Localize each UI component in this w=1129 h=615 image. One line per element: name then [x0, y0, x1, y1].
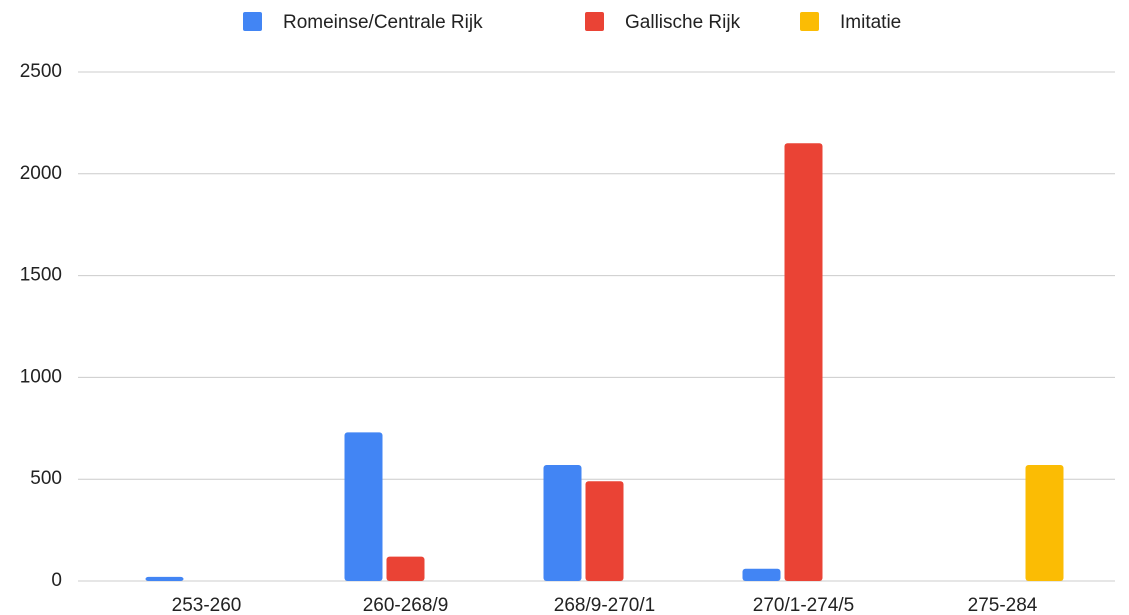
- legend-label: Romeinse/Centrale Rijk: [283, 12, 483, 33]
- y-tick-label: 500: [30, 468, 62, 489]
- bar: [585, 481, 624, 581]
- y-tick-label: 2000: [20, 163, 62, 184]
- x-tick-label: 260-268/9: [363, 595, 449, 615]
- x-tick-label: 270/1-274/5: [753, 595, 854, 615]
- y-tick-label: 1000: [20, 366, 62, 387]
- bar: [742, 568, 781, 581]
- bar: [344, 432, 383, 581]
- y-tick-label: 2500: [20, 61, 62, 82]
- legend-swatch: [243, 12, 262, 31]
- bar: [386, 556, 425, 581]
- legend-label: Gallische Rijk: [625, 12, 741, 33]
- legend-label: Imitatie: [840, 12, 901, 33]
- bar: [145, 576, 184, 581]
- legend-swatch: [585, 12, 604, 31]
- bar: [1025, 464, 1064, 581]
- bar: [543, 464, 582, 581]
- legend-swatch: [800, 12, 819, 31]
- x-tick-label: 275-284: [968, 595, 1038, 615]
- y-tick-label: 1500: [20, 265, 62, 286]
- x-tick-label: 253-260: [172, 595, 242, 615]
- y-tick-label: 0: [51, 570, 62, 591]
- bar: [784, 143, 823, 581]
- x-tick-label: 268/9-270/1: [554, 595, 655, 615]
